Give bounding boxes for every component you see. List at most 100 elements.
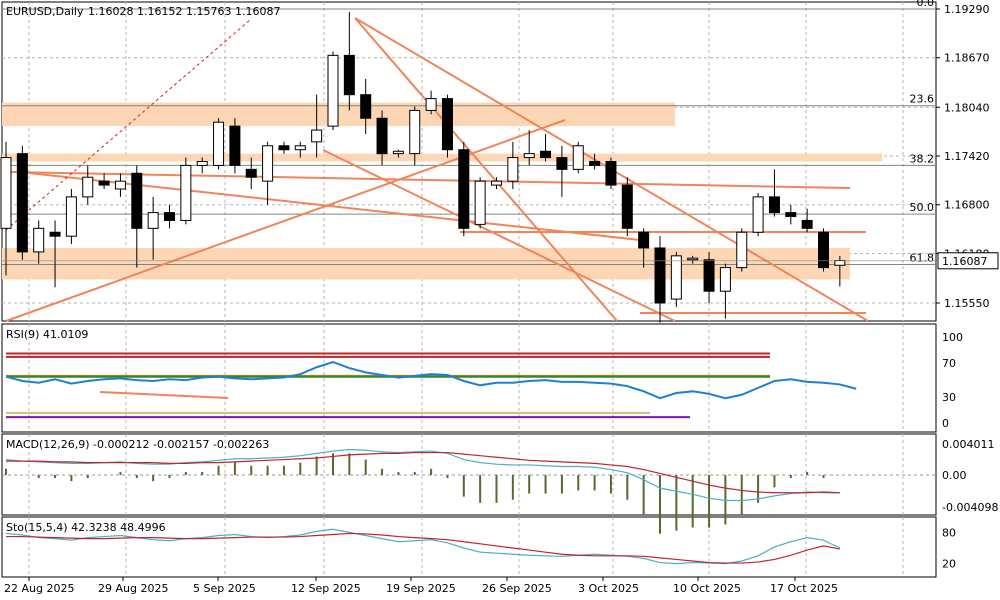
price-zone [2,153,882,162]
rsi-axis-label: 100 [942,331,963,344]
sto-signal-line [6,532,840,564]
macd-axis-label: 0.00 [942,469,967,482]
candle-body [507,157,519,182]
candle-body [311,129,323,143]
macd-signal-line [6,451,840,494]
candle-body [131,172,143,229]
sto-axis-label: 80 [942,526,956,539]
candle-body [33,227,45,253]
time-axis-label: 26 Sep 2025 [482,582,552,595]
time-axis-label: 22 Aug 2025 [4,582,74,595]
candle-body [491,180,502,186]
candle-body [818,231,829,269]
candle-body [343,54,355,96]
candle-body [327,54,339,127]
candle-body [245,168,257,178]
candle-body [16,153,28,253]
candle-body [360,94,372,119]
price-axis-label: 1.18670 [944,52,990,65]
candle-body [262,145,274,182]
macd-axis-label: 0.004011 [942,438,995,451]
current-price-label: 1.16087 [942,255,988,268]
candle-body [196,161,208,166]
candle-body [523,153,535,159]
axes-labels: 1.192901.186701.180401.174201.168001.161… [4,3,999,595]
price-axis-label: 1.16800 [944,199,990,212]
price-zone [2,247,850,268]
candle-body [474,180,486,225]
candle-body [752,196,764,233]
trend-line [5,119,566,322]
candle-body [376,117,388,155]
price-axis-label: 1.19290 [944,3,990,16]
candle-body [213,121,225,166]
time-axis-label: 19 Sep 2025 [386,582,456,595]
price-axis-label: 1.17420 [944,150,990,163]
candle-body [49,231,61,237]
rsi-title: RSI(9) 41.0109 [6,328,88,341]
candle-body [834,260,846,266]
sto-pane-frame [1,516,937,578]
candle-body [736,231,748,269]
candlesticks [0,12,936,323]
candle-body [114,180,126,190]
price-zone [2,265,850,280]
candle-body [670,255,682,300]
time-axis-label: 17 Oct 2025 [770,582,838,595]
macd-main-line [5,448,840,502]
sto-title: Sto(15,5,4) 42.3238 48.4996 [6,521,166,534]
time-axis-label: 5 Sep 2025 [193,582,256,595]
fib-level-label: 50.0 [910,201,935,214]
candle-body [572,145,584,170]
fib-level-label: 38.2 [910,152,935,165]
candle-body [654,247,666,304]
stochastic-indicator [5,528,841,565]
rsi-line [5,361,857,400]
candle-body [164,212,175,221]
candle-body [278,145,290,151]
candle-body [98,180,110,186]
candle-body [65,196,77,237]
candle-body [638,231,650,249]
candle-body [703,259,715,292]
time-axis-label: 12 Sep 2025 [291,582,361,595]
fibonacci-levels: 0.0 23.6 38.2 50.0 61.8 [2,0,936,265]
price-axis-label: 1.18040 [944,101,990,114]
fib-level-label: 23.6 [910,93,935,106]
macd-title: MACD(12,26,9) -0.000212 -0.002157 -0.002… [6,438,269,451]
rsi-indicator [5,352,857,419]
candle-body [540,150,552,159]
candle-body [392,150,404,155]
fib-level-label: 0.0 [917,0,935,9]
candle-body [687,257,699,261]
candle-body [768,196,780,214]
rsi-pane-frame [1,323,937,433]
grid-lines [2,2,936,577]
candle-body [621,184,633,229]
current-price-tag [937,252,999,270]
candle-body [441,98,453,151]
candle-body [82,176,94,198]
candle-body [801,219,813,229]
candle-body [147,212,159,229]
candle-body [180,164,192,221]
candle-body [719,267,731,292]
chart-ohlc: 1.16028 1.16152 1.15763 1.16087 [88,5,280,18]
trend-line [9,171,851,189]
fib-level-label: 61.8 [910,251,935,264]
candle-body [425,98,437,111]
sto-axis-label: 20 [942,558,956,571]
time-axis-label: 3 Oct 2025 [578,582,639,595]
macd-indicator [2,448,936,534]
candle-body [0,157,12,229]
rsi-axis-label: 70 [942,357,956,370]
candle-body [458,149,470,229]
macd-axis-label: -0.004098 [942,501,998,514]
candle-body [229,125,241,166]
rsi-axis-label: 0 [942,417,949,430]
candle-body [294,145,306,151]
chart-symbol: EURUSD,Daily [6,5,84,18]
candle-body [556,157,568,170]
